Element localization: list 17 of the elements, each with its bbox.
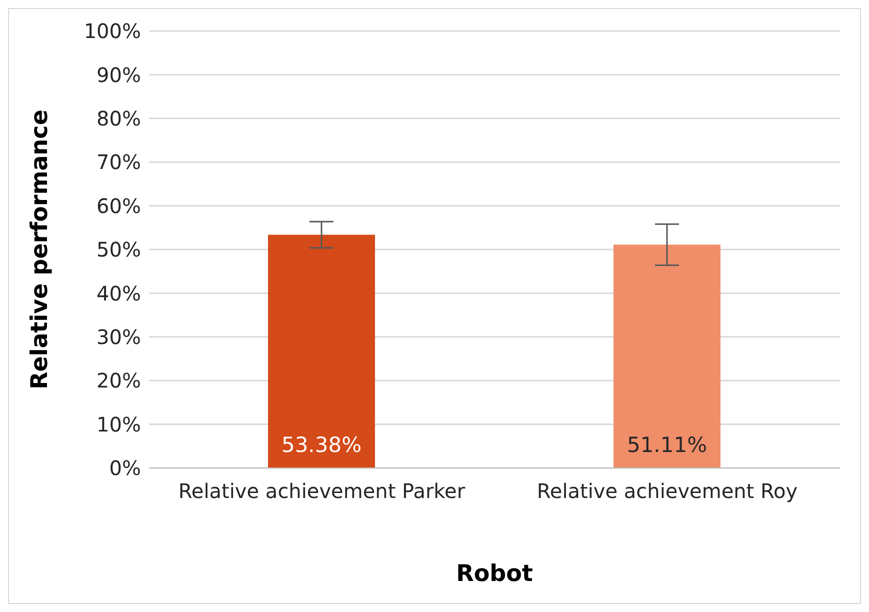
y-tick-label: 10% xyxy=(96,412,141,436)
y-tick-label: 20% xyxy=(96,368,141,393)
y-tick-label: 100% xyxy=(84,19,141,44)
y-tick-label: 60% xyxy=(96,194,141,218)
y-tick-label: 40% xyxy=(96,281,141,306)
y-tick-label: 30% xyxy=(96,325,141,349)
data-label: 53.38% xyxy=(281,433,362,457)
x-tick-label: Relative achievement Parker xyxy=(178,479,466,504)
y-axis-title: Relative performance xyxy=(27,110,54,390)
y-tick-label: 0% xyxy=(109,456,141,480)
data-label: 51.11% xyxy=(626,433,708,457)
y-tick-label: 90% xyxy=(96,62,141,87)
y-tick-label: 80% xyxy=(96,106,141,130)
y-tick-label: 50% xyxy=(96,238,141,262)
x-tick-label: Relative achievement Roy xyxy=(536,479,798,504)
x-axis-title: Robot xyxy=(456,561,533,587)
y-tick-label: 70% xyxy=(96,150,141,174)
